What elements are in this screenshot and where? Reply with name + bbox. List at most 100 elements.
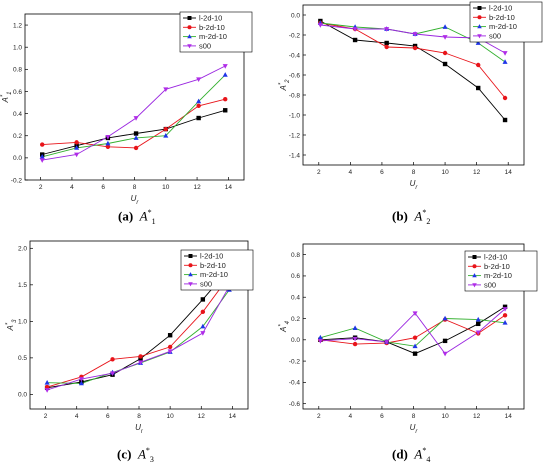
data-point: [502, 117, 508, 123]
data-point: [133, 145, 139, 151]
x-tick-label: 14: [505, 169, 513, 176]
legend-label: m-2d-10: [484, 271, 512, 280]
x-tick-label: 12: [473, 413, 481, 420]
legend-swatch-marker: [188, 282, 193, 287]
data-point: [163, 132, 169, 138]
caption-var: A: [139, 208, 148, 224]
legend-swatch-marker: [472, 283, 477, 288]
x-axis-label: Ur: [410, 179, 419, 191]
y-tick-label: 0.0: [291, 337, 300, 344]
y-tick-label: 0.6: [291, 273, 300, 280]
data-point: [475, 330, 481, 336]
legend-box: [469, 1, 543, 43]
caption-sup: *: [145, 446, 150, 455]
caption-sup: *: [147, 208, 152, 217]
x-tick-label: 2: [317, 169, 321, 176]
data-point: [78, 377, 84, 382]
caption-letter: (b): [392, 208, 408, 224]
legend-swatch-marker: [188, 254, 193, 258]
chart-panel-a: 2 4 6 8 10 12 14 -0.2 0.0 0.2 0.4 0.6 0.8 1.0 1.2 Ur A*1…: [0, 0, 275, 235]
y-tick-label: -0.4: [289, 380, 301, 387]
caption-sub: 4: [426, 454, 431, 464]
x-tick-label: 4: [349, 169, 353, 176]
chart-panel-b: 2 4 6 8 10 12 14 0.0 -0.2 -0.4 -0.6 -0.8 -1.0 -1.2 -1.…: [275, 0, 550, 235]
legend-label: s00: [199, 42, 211, 51]
y-tick-label: 0.0: [13, 155, 22, 162]
y-tick-label: -0.4: [289, 52, 301, 59]
data-point: [502, 95, 508, 101]
legend-box: [179, 11, 253, 53]
x-axis-label: Ur: [135, 423, 144, 435]
legend-label: b-2d-10: [489, 13, 515, 22]
data-point: [74, 152, 80, 158]
legend-swatch-marker: [472, 264, 477, 269]
x-tick-label: 12: [198, 413, 206, 420]
data-point: [138, 354, 143, 359]
legend-label: b-2d-10: [200, 261, 226, 270]
data-point: [196, 115, 201, 121]
data-point: [502, 304, 508, 310]
y-tick-label: -1.2: [289, 132, 301, 139]
x-tick-label: 2: [317, 413, 321, 420]
y-axis-label: A*4: [279, 320, 292, 333]
x-tick-label: 10: [167, 413, 175, 420]
chart-d: 2 4 6 8 10 12 14 0.8 0.6 0.4 0.2 0.0 -0.2 -0.4 -0.6 Ur A…: [279, 243, 538, 435]
data-point: [352, 341, 358, 347]
y-tick-label: -0.6: [289, 401, 301, 408]
data-point: [476, 321, 481, 327]
x-tick-label: 4: [75, 413, 79, 420]
data-point: [442, 351, 448, 357]
x-tick-label: 8: [137, 413, 141, 420]
x-tick-label: 8: [133, 184, 137, 191]
data-point: [74, 145, 80, 150]
legend-label: s00: [484, 281, 496, 290]
y-tick-label: 0.2: [13, 133, 22, 140]
data-point: [200, 323, 206, 329]
legend-box: [180, 249, 254, 291]
legend-swatch-marker: [188, 272, 193, 277]
x-tick-label: 10: [441, 169, 449, 176]
y-tick-label: -0.2: [11, 177, 23, 184]
data-point: [352, 37, 358, 43]
y-tick-label: 0.2: [291, 316, 300, 323]
y-tick-label: 1.0: [18, 319, 27, 326]
data-point: [476, 85, 481, 91]
x-tick-label: 6: [380, 169, 384, 176]
x-tick-label: 2: [44, 413, 48, 420]
data-point: [412, 45, 418, 51]
data-point: [412, 335, 418, 340]
data-point: [196, 98, 202, 104]
y-tick-label: 1.5: [18, 282, 27, 289]
x-tick-label: 10: [162, 184, 170, 191]
data-point: [317, 334, 323, 340]
data-point: [78, 380, 84, 386]
data-point: [163, 126, 168, 132]
x-tick-label: 8: [412, 413, 416, 420]
data-point: [502, 307, 508, 312]
data-point: [476, 62, 481, 68]
y-tick-label: 0.4: [13, 111, 22, 118]
legend-swatch-marker: [477, 15, 482, 20]
data-point: [223, 108, 228, 113]
data-point: [475, 316, 481, 322]
y-tick-label: -1.4: [289, 152, 301, 159]
data-point: [44, 379, 50, 385]
y-tick-label: 0.0: [291, 12, 300, 19]
legend-swatch-marker: [187, 16, 192, 20]
legend-label: l-2d-10: [489, 4, 512, 13]
caption-sup: *: [422, 208, 427, 217]
caption-sub: 2: [426, 216, 431, 226]
data-point: [384, 40, 389, 46]
caption-d: (d) A*4: [392, 446, 430, 464]
data-point: [167, 344, 173, 350]
legend-box: [464, 250, 538, 292]
y-tick-label: 0.6: [13, 89, 22, 96]
data-point: [502, 320, 508, 325]
y-tick-label: 1.0: [13, 45, 22, 52]
data-point: [163, 87, 169, 93]
data-point: [200, 331, 206, 336]
y-tick-label: -0.6: [289, 72, 301, 79]
legend-label: s00: [489, 32, 501, 41]
legend-label: l-2d-10: [484, 253, 507, 262]
series-line: [46, 286, 230, 391]
